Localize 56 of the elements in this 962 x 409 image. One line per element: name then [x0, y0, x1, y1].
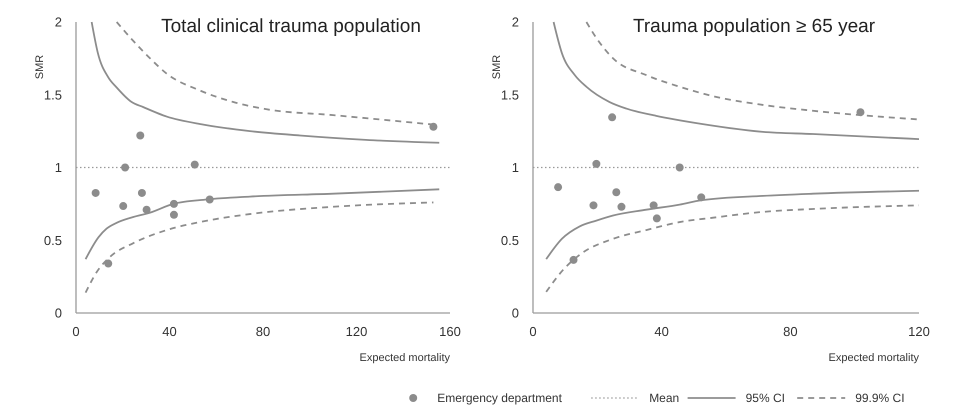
point: [856, 108, 864, 116]
x-tick-label: 40: [654, 324, 669, 339]
legend-label: Emergency department: [437, 391, 563, 406]
line-series: [84, 202, 434, 294]
y-axis-title: SMR: [491, 54, 503, 80]
point: [612, 188, 620, 196]
point: [142, 206, 151, 214]
point: [592, 160, 600, 168]
y-axis-title: SMR: [34, 54, 46, 80]
point: [697, 193, 706, 202]
point: [608, 113, 616, 122]
point: [119, 202, 128, 210]
y-tick-label: 2: [512, 14, 519, 30]
point: [652, 214, 661, 222]
x-tick-label: 120: [346, 324, 368, 339]
point: [650, 201, 658, 210]
x-tick-label: 160: [439, 324, 461, 339]
y-tick-label: 1: [512, 160, 519, 176]
y-tick-label: 0.5: [500, 232, 519, 248]
x-tick-label: 0: [529, 324, 537, 339]
line-series: [84, 188, 440, 260]
point: [676, 164, 684, 172]
point: [170, 200, 178, 208]
point: [589, 201, 598, 210]
y-tick-label: 0: [54, 306, 62, 321]
y-tick-label: 0: [512, 306, 519, 321]
legend-label: 99.9% CI: [855, 391, 905, 406]
x-tick-label: 80: [783, 324, 798, 339]
point: [570, 256, 578, 264]
point: [170, 210, 178, 219]
x-tick-label: 120: [908, 324, 930, 339]
chart-title: Trauma population ≥ 65 year: [632, 16, 876, 37]
line-series: [545, 190, 920, 260]
y-tick-label: 1: [54, 160, 62, 176]
point: [121, 164, 130, 172]
point: [206, 196, 214, 204]
point: [136, 131, 144, 140]
chart-title: Total clinical trauma population: [161, 16, 421, 37]
x-axis-title: Expected mortality: [828, 352, 920, 364]
point: [429, 122, 438, 131]
y-tick-label: 2: [54, 14, 62, 30]
point: [617, 202, 626, 211]
y-tick-label: 1.5: [500, 87, 519, 102]
legend-label: 95% CI: [746, 391, 785, 406]
y-tick-label: 0.5: [44, 232, 62, 248]
x-axis-title: Expected mortality: [360, 352, 450, 364]
point: [104, 260, 112, 268]
legend-label: Mean: [649, 391, 680, 406]
point: [190, 160, 199, 169]
point: [138, 188, 146, 197]
x-tick-label: 0: [72, 324, 80, 339]
x-tick-label: 80: [256, 324, 270, 339]
x-tick-label: 40: [162, 324, 177, 339]
point: [554, 183, 562, 192]
y-tick-label: 1.5: [44, 87, 62, 102]
point: [92, 188, 100, 197]
